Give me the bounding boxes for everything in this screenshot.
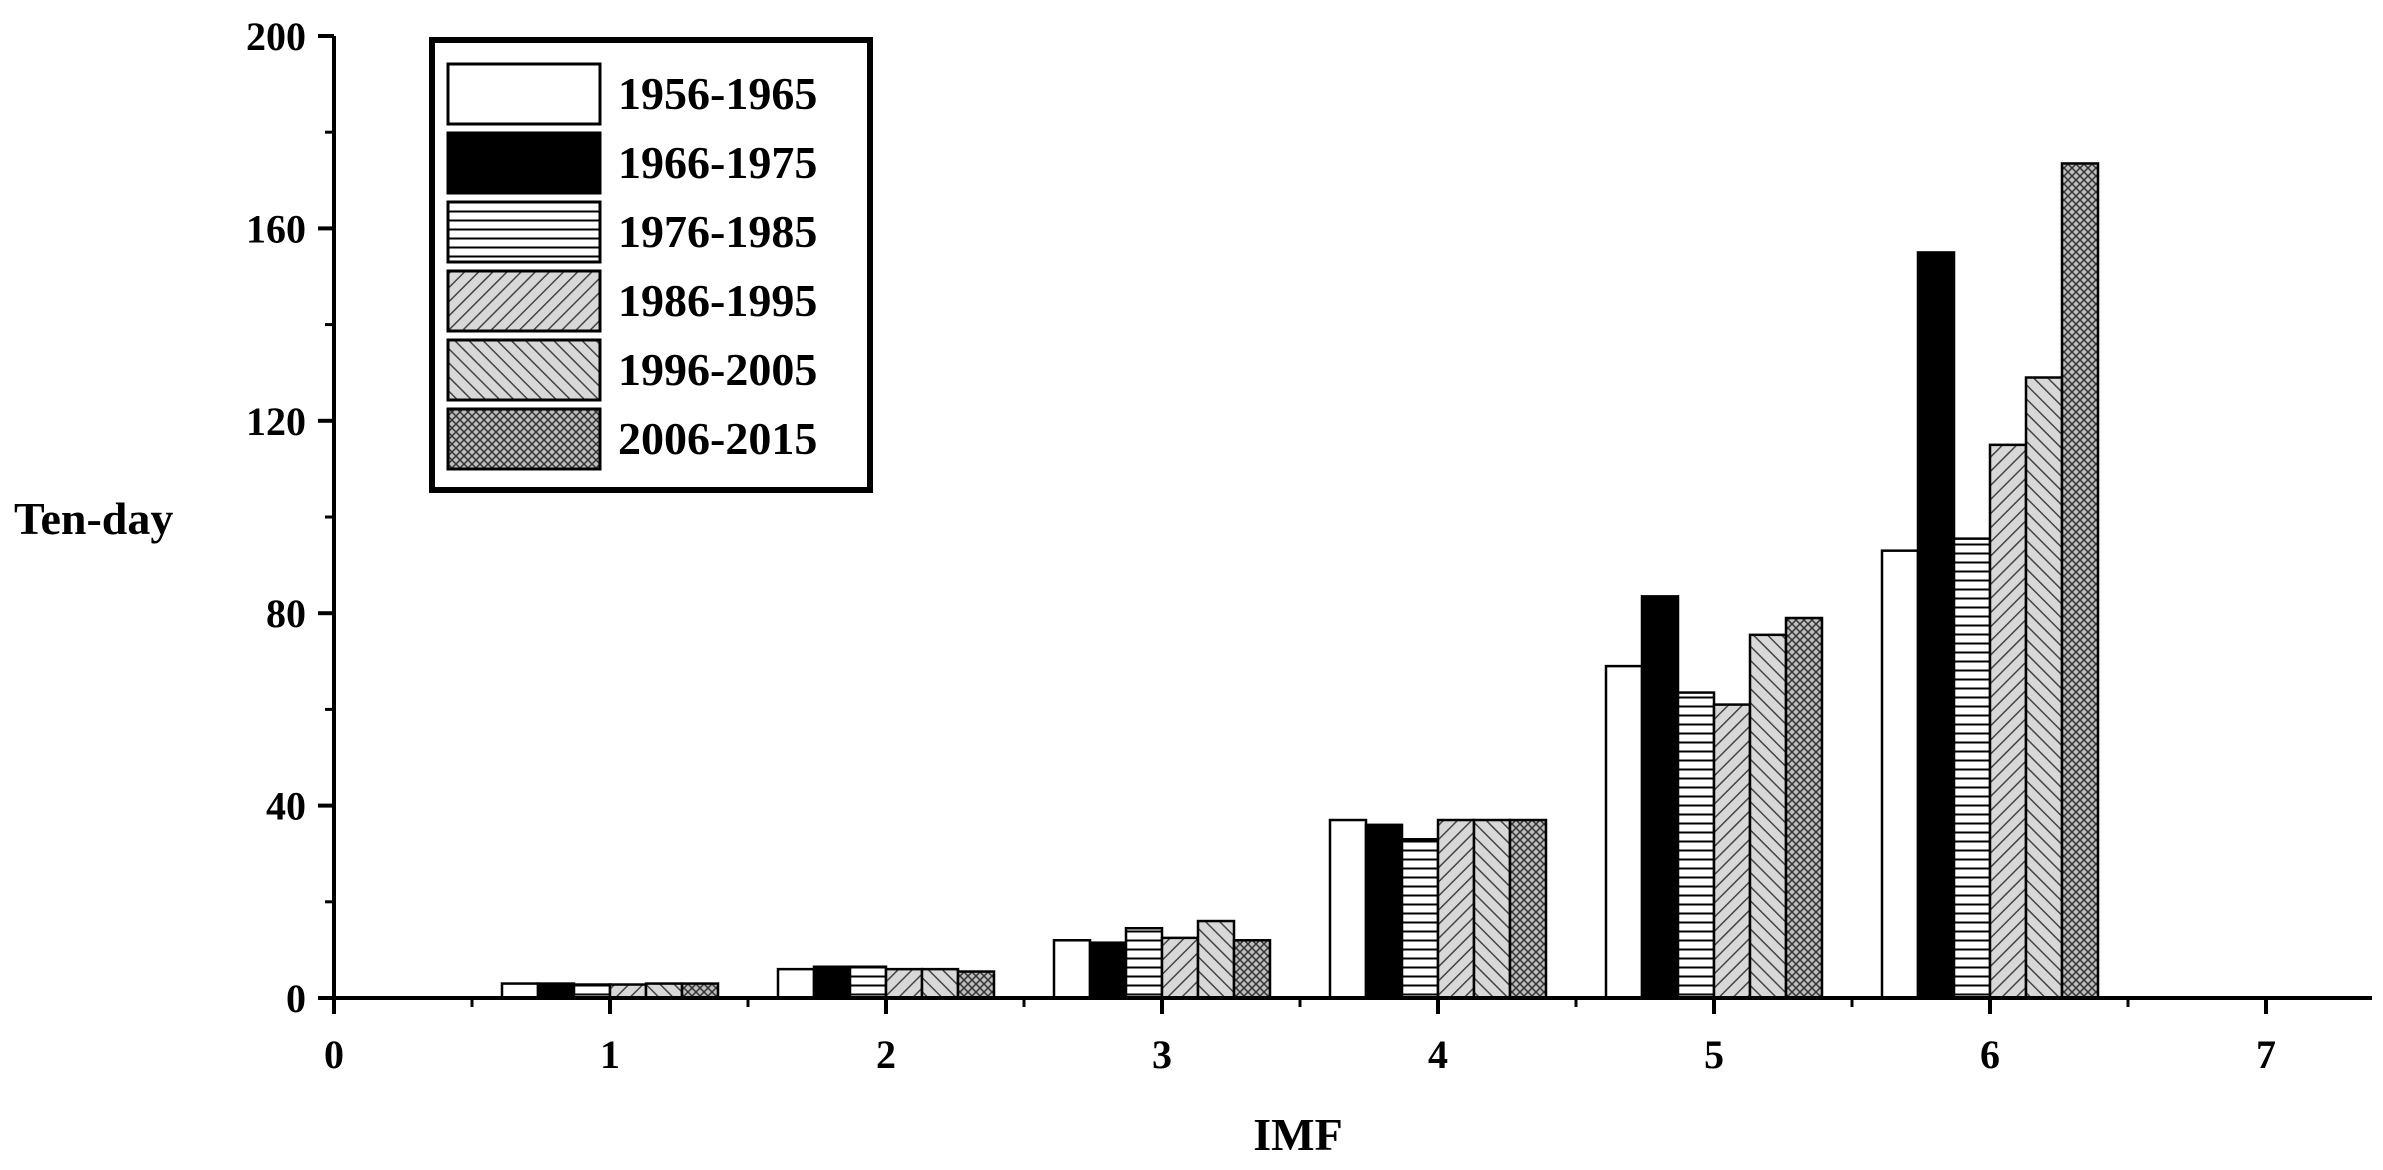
bar-1966-1975-imf-6 (1916, 251, 1956, 1000)
bar-1986-1995-imf-3 (1160, 936, 1200, 1000)
legend-items: 1956-1965 1966-1975 1976-1985 1986-1995 1996… (446, 62, 817, 471)
bar-2006-2015-imf-1 (680, 982, 720, 1000)
x-tick-label: 4 (1428, 1032, 1448, 1077)
x-tick-label: 2 (876, 1032, 896, 1077)
bars-layer (500, 162, 2100, 1000)
bar-1996-2005-imf-5 (1748, 633, 1788, 1000)
bar-1986-1995-imf-1 (608, 983, 648, 1000)
legend-swatch-2006-2015 (446, 407, 602, 471)
bar-1986-1995-imf-2 (884, 967, 924, 1000)
x-tick-label: 7 (2256, 1032, 2276, 1077)
legend-label-1986-1995: 1986-1995 (618, 275, 817, 326)
bar-1956-1965-imf-5 (1604, 664, 1644, 1000)
bar-1976-1985-imf-2 (848, 965, 888, 1000)
bar-1976-1985-imf-5 (1676, 691, 1716, 1000)
bar-1996-2005-imf-4 (1472, 818, 1512, 1000)
ticks-layer: 0 40 80 120 160 200 0 1 2 3 4 5 6 7 (246, 14, 2276, 1077)
bar-1966-1975-imf-1 (536, 982, 576, 1000)
legend-label-1996-2005: 1996-2005 (618, 344, 817, 395)
y-tick-label: 80 (266, 591, 306, 636)
legend-label-1966-1975: 1966-1975 (618, 137, 817, 188)
x-tick-label: 0 (324, 1032, 344, 1077)
bar-1976-1985-imf-1 (572, 983, 612, 1000)
bar-2006-2015-imf-5 (1784, 616, 1824, 1000)
bar-1976-1985-imf-3 (1124, 927, 1164, 1000)
x-tick-label: 3 (1152, 1032, 1172, 1077)
bar-2006-2015-imf-4 (1508, 818, 1548, 1000)
bar-1996-2005-imf-3 (1196, 919, 1236, 1000)
y-axis-title: Ten-day (14, 493, 173, 544)
bar-1956-1965-imf-4 (1328, 818, 1368, 1000)
x-tick-label: 6 (1980, 1032, 2000, 1077)
bar-1986-1995-imf-5 (1712, 703, 1752, 1000)
y-tick-label: 160 (246, 206, 306, 251)
bar-1996-2005-imf-2 (920, 967, 960, 1000)
x-tick-label: 1 (600, 1032, 620, 1077)
bar-2006-2015-imf-6 (2060, 162, 2100, 1000)
y-tick-label: 120 (246, 399, 306, 444)
bar-1976-1985-imf-6 (1952, 537, 1992, 1000)
bar-1956-1965-imf-2 (776, 967, 816, 1000)
bar-1956-1965-imf-1 (500, 982, 540, 1000)
legend-swatch-1976-1985 (446, 200, 602, 264)
legend-swatch-1956-1965 (446, 62, 602, 126)
bar-1956-1965-imf-6 (1880, 549, 1920, 1000)
bar-1966-1975-imf-5 (1640, 595, 1680, 1000)
legend-swatch-1966-1975 (446, 131, 602, 195)
bar-1976-1985-imf-4 (1400, 838, 1440, 1000)
y-tick-label: 40 (266, 784, 306, 829)
bar-1966-1975-imf-4 (1364, 823, 1404, 1000)
legend-swatch-1986-1995 (446, 269, 602, 333)
y-tick-label: 0 (286, 976, 306, 1021)
bar-1966-1975-imf-2 (812, 965, 852, 1000)
legend-swatch-1996-2005 (446, 338, 602, 402)
x-axis-title: IMF (1253, 1109, 1342, 1160)
bar-1996-2005-imf-6 (2024, 376, 2064, 1000)
legend-label-2006-2015: 2006-2015 (618, 413, 817, 464)
legend-label-1976-1985: 1976-1985 (618, 206, 817, 257)
bar-1986-1995-imf-6 (1988, 443, 2028, 1000)
legend-label-1956-1965: 1956-1965 (618, 68, 817, 119)
bar-1986-1995-imf-4 (1436, 818, 1476, 1000)
bar-1956-1965-imf-3 (1052, 939, 1092, 1000)
legend: 1956-1965 1966-1975 1976-1985 1986-1995 1996… (429, 37, 873, 493)
x-tick-label: 5 (1704, 1032, 1724, 1077)
bar-2006-2015-imf-2 (956, 970, 996, 1000)
bar-1966-1975-imf-3 (1088, 941, 1128, 1000)
bar-1996-2005-imf-1 (644, 982, 684, 1000)
y-tick-label: 200 (246, 14, 306, 59)
bar-2006-2015-imf-3 (1232, 939, 1272, 1000)
